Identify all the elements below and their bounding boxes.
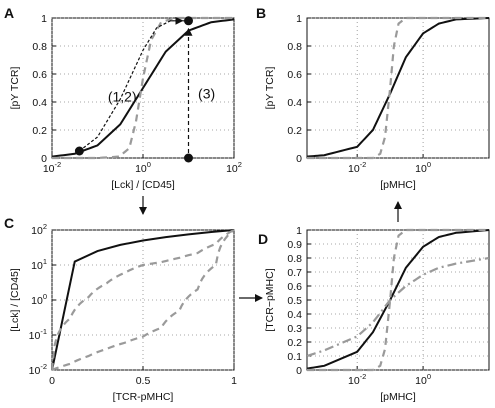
series-line-dashdot-gray (307, 256, 489, 358)
series-line-solid-black (52, 229, 234, 371)
tick-base: 10 (31, 260, 43, 272)
panel-label: D (258, 231, 268, 247)
data-point-marker (74, 146, 84, 156)
x-axis-label: [pMHC] (380, 179, 416, 191)
tick-exponent: -2 (360, 372, 367, 381)
tick-base: 10 (135, 163, 147, 175)
y-tick-label: 0.8 (287, 253, 302, 265)
y-axis-label: [pY TCR] (9, 67, 21, 110)
series-line-dashed-gray (307, 228, 489, 372)
x-axis-label: [Lck] / [CD45] (111, 179, 175, 191)
y-axis-label: [TCR−pMHC] (264, 268, 276, 331)
x-tick-label: 100 (135, 160, 151, 175)
tick-exponent: 0 (147, 160, 151, 169)
tick-base: 10 (226, 163, 238, 175)
y-tick-label: 0.8 (287, 41, 302, 53)
tick-base: 10 (29, 330, 41, 342)
tick-base: 10 (31, 225, 43, 237)
tick-base: 10 (29, 365, 41, 377)
tick-exponent: 2 (238, 160, 242, 169)
y-axis-label: [Lck] / [CD45] (9, 268, 21, 332)
y-tick-label: 1 (296, 13, 302, 25)
x-axis-label: [pMHC] (380, 391, 416, 403)
y-tick-label: 0.8 (32, 41, 47, 53)
x-tick-label: 0 (49, 375, 55, 387)
panel-label: B (256, 5, 266, 21)
y-tick-label: 0 (296, 153, 302, 165)
series-line-dashed-gray (52, 229, 234, 372)
y-tick-label: 0.5 (287, 295, 302, 307)
tick-exponent: 1 (43, 257, 47, 266)
y-tick-label: 0.4 (287, 309, 302, 321)
data-point-marker (184, 16, 193, 26)
annotation-label: (1,2) (108, 88, 137, 104)
tick-exponent: 0 (427, 372, 431, 381)
y-tick-label: 0.6 (32, 69, 47, 81)
y-tick-label: 1 (296, 225, 302, 237)
tick-exponent: 2 (43, 222, 47, 231)
y-tick-label: 0.7 (287, 267, 302, 279)
y-tick-label: 1 (41, 13, 47, 25)
data-point-marker (184, 153, 193, 163)
x-tick-label: 10-2 (348, 160, 366, 175)
tick-exponent: -2 (55, 160, 62, 169)
x-tick-label: 10-2 (43, 160, 61, 175)
y-tick-label: 0 (41, 153, 47, 165)
tick-exponent: -1 (40, 327, 47, 336)
tick-base: 10 (348, 163, 360, 175)
x-tick-label: 102 (226, 160, 242, 175)
panel-label: C (4, 215, 14, 231)
tick-base: 10 (31, 295, 43, 307)
panel-label: A (4, 5, 14, 21)
y-tick-label: 0.2 (287, 337, 302, 349)
tick-exponent: -2 (360, 160, 367, 169)
plot-frame (306, 229, 490, 371)
series-line-dashed-gray (52, 16, 234, 160)
y-tick-label: 10-2 (29, 362, 47, 377)
y-tick-label: 0.6 (287, 281, 302, 293)
tick-base: 10 (43, 163, 55, 175)
panel-d: 10-2 10000.10.20.30.40.50.60.70.80.91[pMH… (258, 225, 490, 403)
tick-exponent: -2 (40, 362, 47, 371)
series-line-dashed-gray (307, 16, 489, 160)
tick-base: 10 (415, 375, 427, 387)
annotation-label: (3) (198, 86, 215, 102)
y-tick-label: 0.2 (287, 125, 302, 137)
x-tick-label: 0.5 (136, 375, 151, 387)
series-line-dotted-black (79, 20, 189, 152)
y-tick-label: 10-1 (29, 327, 47, 342)
y-tick-label: 100 (31, 292, 47, 307)
series-line-solid-black (307, 229, 489, 370)
y-tick-label: 0.4 (287, 97, 302, 109)
y-axis-label: [pY TCR] (264, 67, 276, 110)
tick-base: 10 (415, 163, 427, 175)
y-tick-label: 0.2 (32, 125, 47, 137)
y-tick-label: 102 (31, 222, 47, 237)
y-tick-label: 0 (296, 365, 302, 377)
x-tick-label: 10-2 (348, 372, 366, 387)
y-tick-label: 101 (31, 257, 47, 272)
tick-base: 10 (348, 375, 360, 387)
tick-exponent: 0 (43, 292, 47, 301)
plot-frame (306, 17, 490, 159)
series-line-solid-black (307, 17, 489, 158)
x-tick-label: 1 (231, 375, 237, 387)
x-axis-label: [TCR-pMHC] (113, 391, 174, 403)
series-line-dashed-gray (52, 229, 234, 371)
y-tick-label: 0.4 (32, 97, 47, 109)
x-tick-label: 100 (415, 160, 431, 175)
y-tick-label: 0.1 (287, 351, 302, 363)
tick-exponent: 0 (427, 160, 431, 169)
x-tick-label: 100 (415, 372, 431, 387)
y-tick-label: 0.6 (287, 69, 302, 81)
y-tick-label: 0.3 (287, 323, 302, 335)
y-tick-label: 0.9 (287, 239, 302, 251)
